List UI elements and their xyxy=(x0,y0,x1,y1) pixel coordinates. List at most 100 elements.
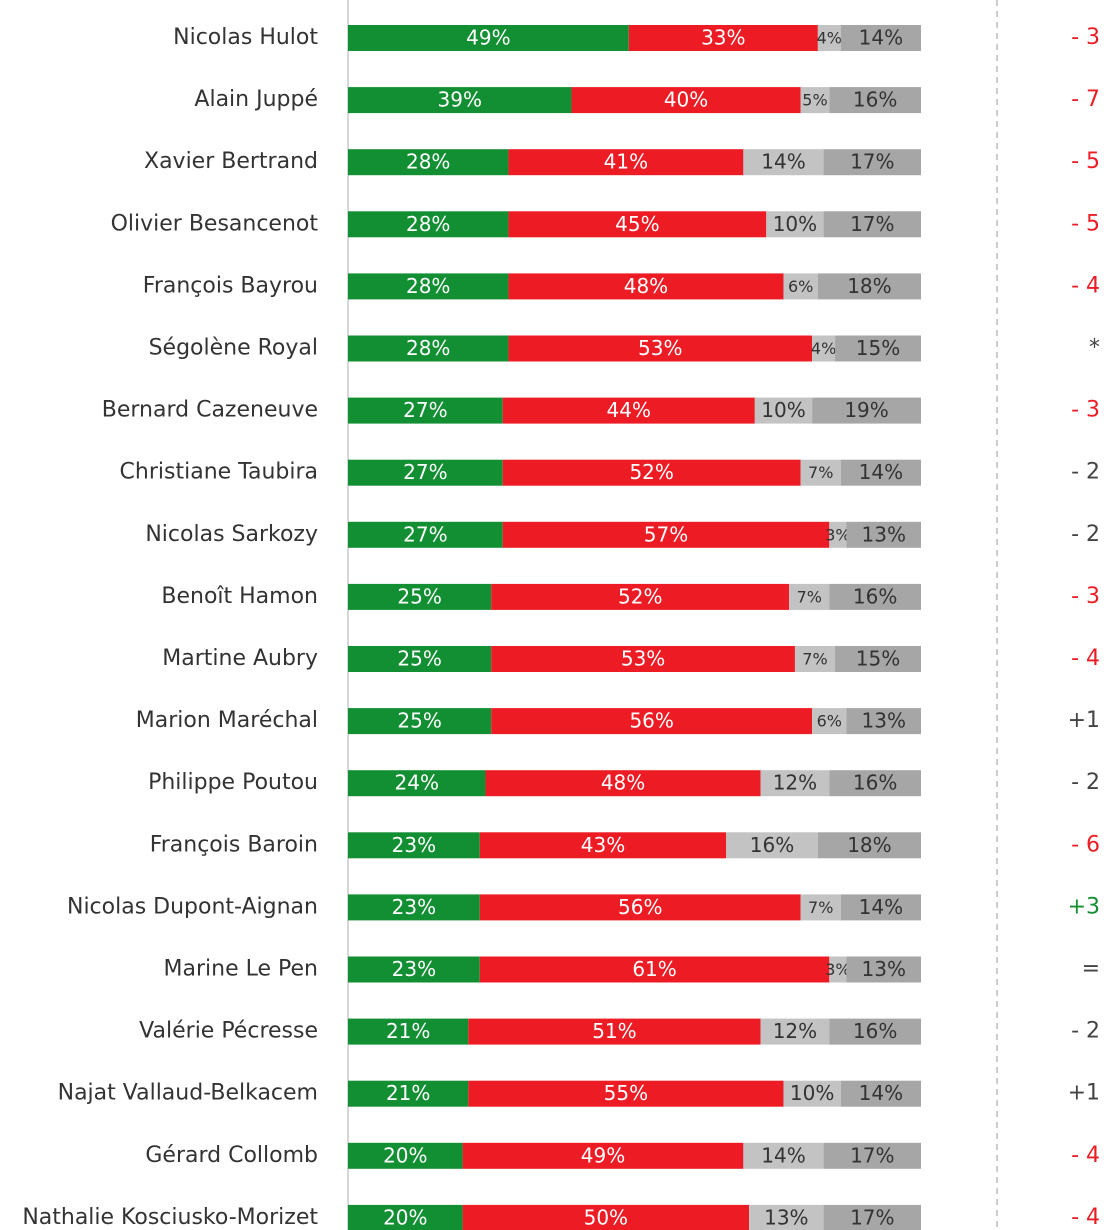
bar-segment xyxy=(823,149,921,176)
value-label: 28% xyxy=(406,336,450,360)
value-label: 16% xyxy=(853,584,897,608)
value-label: 4% xyxy=(811,339,836,358)
bar-segment xyxy=(829,521,847,548)
value-label: 5% xyxy=(802,91,827,110)
bar-segment xyxy=(348,770,486,797)
value-label: 53% xyxy=(638,336,682,360)
change-label: - 4 xyxy=(1071,1205,1100,1230)
value-label: 52% xyxy=(629,460,673,484)
change-label: = xyxy=(1082,957,1100,982)
value-label: 12% xyxy=(773,1019,817,1043)
value-label: 7% xyxy=(802,650,827,669)
value-label: 3% xyxy=(825,525,850,544)
change-label: - 6 xyxy=(1071,832,1100,857)
bar-segment xyxy=(348,894,480,921)
value-label: 49% xyxy=(581,1143,625,1167)
bar-segment xyxy=(508,335,813,362)
value-label: 14% xyxy=(859,26,903,50)
bar-segment xyxy=(348,211,509,238)
change-label: - 3 xyxy=(1071,398,1100,423)
category-label: Valérie Pécresse xyxy=(139,1019,318,1044)
value-label: 12% xyxy=(773,771,817,795)
value-label: 44% xyxy=(607,398,651,422)
value-label: 18% xyxy=(847,274,891,298)
value-label: 16% xyxy=(853,771,897,795)
bar-segment xyxy=(846,708,921,735)
value-label: 56% xyxy=(618,895,662,919)
value-label: 45% xyxy=(615,212,659,236)
bar-segment xyxy=(479,956,830,983)
value-label: 20% xyxy=(383,1205,427,1229)
bar-segment xyxy=(348,273,509,300)
bar-segment xyxy=(508,149,744,176)
change-label: - 3 xyxy=(1071,25,1100,50)
bar-segment xyxy=(846,521,921,548)
bar-segment xyxy=(800,87,830,114)
value-label: 3% xyxy=(825,960,850,979)
category-label: Martine Aubry xyxy=(162,646,318,671)
bar-segment xyxy=(760,1018,830,1045)
bar-segment xyxy=(817,832,921,859)
value-label: 15% xyxy=(856,647,900,671)
bar-segment xyxy=(468,1018,761,1045)
value-label: 53% xyxy=(621,647,665,671)
value-label: 17% xyxy=(850,212,894,236)
value-label: 20% xyxy=(383,1143,427,1167)
bar-segment xyxy=(348,25,629,51)
bar-segment xyxy=(348,956,480,983)
value-label: 48% xyxy=(624,274,668,298)
bar-segment xyxy=(348,1018,469,1045)
value-label: 15% xyxy=(856,336,900,360)
bar-segment xyxy=(829,1018,921,1045)
value-label: 16% xyxy=(853,1019,897,1043)
bar-segment xyxy=(823,211,921,238)
bar-segment xyxy=(348,583,492,610)
category-label: Xavier Bertrand xyxy=(144,149,318,174)
bar-segment xyxy=(812,708,847,735)
value-label: 10% xyxy=(790,1081,834,1105)
value-label: 39% xyxy=(438,88,482,112)
category-label: Philippe Poutou xyxy=(148,770,318,795)
value-label: 21% xyxy=(386,1081,430,1105)
bar-segment xyxy=(823,1142,921,1169)
bar-segment xyxy=(462,1142,744,1169)
value-label: 14% xyxy=(761,1143,805,1167)
bar-segment xyxy=(348,335,509,362)
category-label: Nathalie Kosciusko-Morizet xyxy=(22,1205,318,1230)
value-label: 18% xyxy=(847,833,891,857)
bar-segment xyxy=(462,1204,750,1230)
bar-segment xyxy=(743,149,824,176)
value-label: 55% xyxy=(604,1081,648,1105)
value-label: 21% xyxy=(386,1019,430,1043)
value-label: 27% xyxy=(403,460,447,484)
category-label: Ségolène Royal xyxy=(149,336,318,361)
category-label: Olivier Besancenot xyxy=(111,211,319,236)
value-label: 23% xyxy=(392,833,436,857)
bar-segment xyxy=(817,25,841,51)
bar-segment xyxy=(508,273,784,300)
change-label: - 7 xyxy=(1071,87,1100,112)
change-label: +3 xyxy=(1068,894,1100,919)
value-label: 17% xyxy=(850,150,894,174)
bar-segment xyxy=(754,397,813,424)
bar-segment xyxy=(840,894,921,921)
bar-segment xyxy=(485,770,761,797)
bar-segment xyxy=(835,335,921,362)
bar-segment xyxy=(726,832,818,859)
bar-segment xyxy=(348,1204,463,1230)
value-label: 49% xyxy=(466,26,510,50)
bar-segment xyxy=(502,397,755,424)
change-label: * xyxy=(1089,336,1100,361)
value-label: 13% xyxy=(764,1205,808,1229)
value-label: 51% xyxy=(592,1019,636,1043)
value-label: 56% xyxy=(629,709,673,733)
bar-segment xyxy=(743,1142,824,1169)
value-label: 24% xyxy=(395,771,439,795)
value-label: 23% xyxy=(392,895,436,919)
change-label: - 5 xyxy=(1071,149,1100,174)
bar-segment xyxy=(829,956,847,983)
value-label: 61% xyxy=(632,957,676,981)
category-label: Nicolas Dupont-Aignan xyxy=(67,894,318,919)
bar-segment xyxy=(749,1204,824,1230)
value-label: 17% xyxy=(850,1205,894,1229)
